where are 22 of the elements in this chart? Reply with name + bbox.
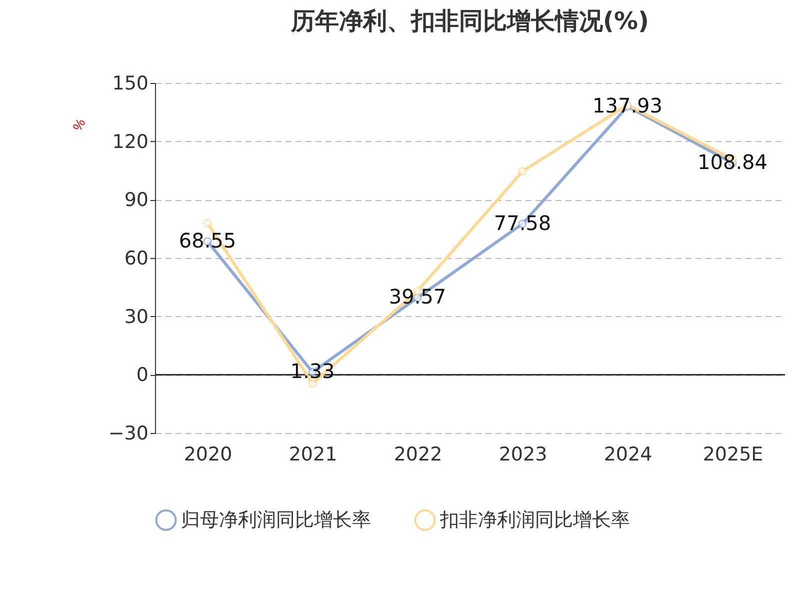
data-label: 137.93 xyxy=(592,93,662,118)
y-tick-label: 60 xyxy=(124,248,148,270)
chart-title: 历年净利、扣非同比增长情况(%) xyxy=(290,7,649,35)
x-tick-label: 2021 xyxy=(288,444,338,466)
y-tick-label: −30 xyxy=(108,422,148,444)
y-tick-label: 0 xyxy=(136,364,148,386)
y-tick-label: 120 xyxy=(112,130,148,153)
data-label: 68.55 xyxy=(178,228,236,252)
y-axis-title: % xyxy=(70,116,89,134)
y-tick-label: 150 xyxy=(112,72,148,94)
y-tick-label: 30 xyxy=(124,306,148,328)
data-label: 77.58 xyxy=(494,210,552,235)
legend-label: 扣非净利润同比增长率 xyxy=(439,509,630,532)
x-tick-label: 2024 xyxy=(604,444,652,466)
x-tick-label: 2020 xyxy=(184,444,232,466)
x-tick-label: 2022 xyxy=(394,444,442,466)
x-tick-label: 2023 xyxy=(498,444,548,466)
legend-label: 归母净利润同比增长率 xyxy=(181,509,371,532)
x-tick-label: 2025E xyxy=(702,444,764,466)
y-tick-label: 90 xyxy=(124,189,148,212)
data-label: 39.57 xyxy=(388,284,446,309)
data-label: 108.84 xyxy=(698,150,768,174)
